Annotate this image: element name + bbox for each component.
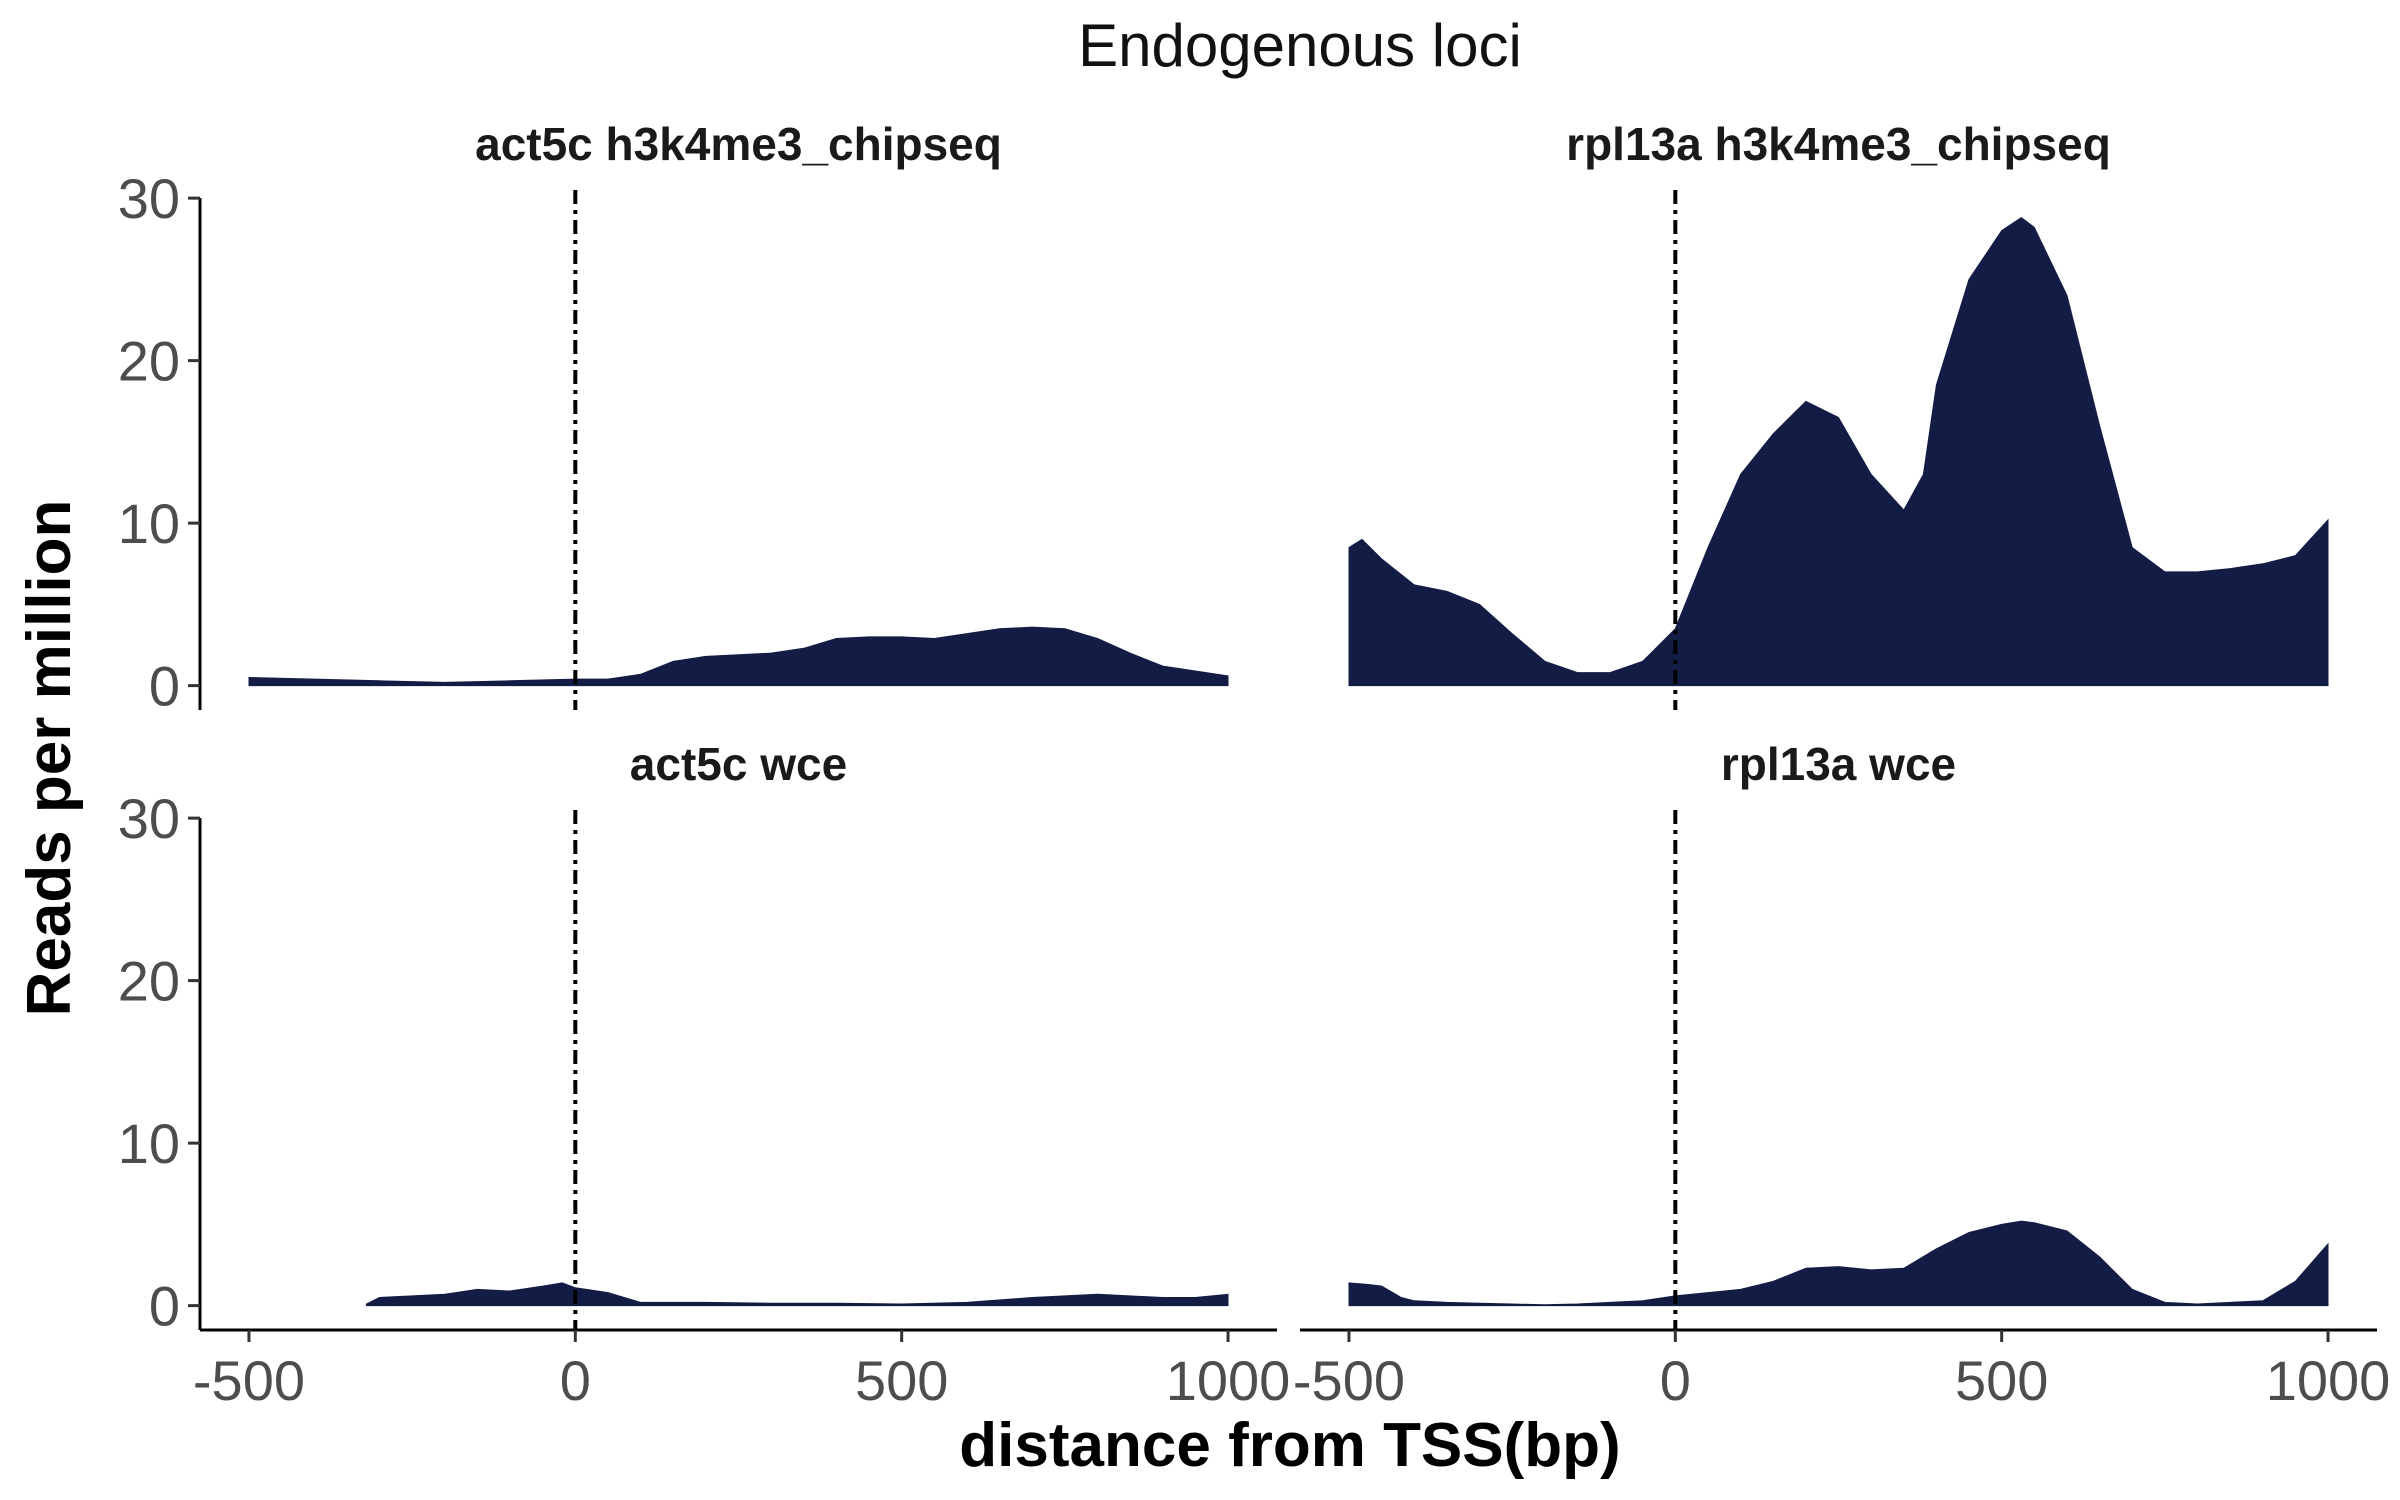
x-axis-title: distance from TSS(bp) bbox=[959, 1411, 1620, 1480]
y-axis-title: Reads per million bbox=[15, 500, 84, 1017]
chart-title: Endogenous loci bbox=[1078, 12, 1522, 79]
y-tick-label: 0 bbox=[149, 1275, 180, 1338]
coverage-area bbox=[365, 1282, 1229, 1307]
x-tick-label: 0 bbox=[560, 1349, 591, 1412]
facet-strip-label: act5c wce bbox=[630, 738, 847, 790]
facet-panels: act5c h3k4me3_chipseq 0 10 20 30 rpl13a h3k4m… bbox=[118, 118, 2391, 1412]
y-tick-label: 20 bbox=[118, 330, 180, 393]
facet-strip-label: rpl13a h3k4me3_chipseq bbox=[1566, 118, 2111, 170]
y-tick-label: 20 bbox=[118, 950, 180, 1013]
x-tick-label: 500 bbox=[855, 1349, 948, 1412]
y-tick-label: 10 bbox=[118, 492, 180, 555]
facet-panel: act5c h3k4me3_chipseq 0 10 20 30 bbox=[118, 118, 1229, 718]
facet-strip-label: act5c h3k4me3_chipseq bbox=[475, 118, 1002, 170]
coverage-area bbox=[1348, 216, 2329, 687]
facet-panel: rpl13a h3k4me3_chipseq bbox=[1348, 118, 2329, 710]
facet-strip-label: rpl13a wce bbox=[1721, 738, 1956, 790]
x-tick-label: -500 bbox=[1293, 1349, 1405, 1412]
x-tick-label: 0 bbox=[1660, 1349, 1691, 1412]
y-tick-label: 10 bbox=[118, 1112, 180, 1175]
x-tick-label: 500 bbox=[1955, 1349, 2048, 1412]
coverage-area bbox=[1348, 1220, 2329, 1307]
x-tick-label: 1000 bbox=[1166, 1349, 1291, 1412]
facet-panel: rpl13a wce -500 0 500 1000 bbox=[1293, 738, 2390, 1412]
y-tick-label: 30 bbox=[118, 787, 180, 850]
coverage-area bbox=[248, 626, 1229, 687]
y-tick-label: 0 bbox=[149, 655, 180, 718]
x-tick-label: 1000 bbox=[2266, 1349, 2391, 1412]
y-tick-label: 30 bbox=[118, 167, 180, 230]
x-tick-label: -500 bbox=[193, 1349, 305, 1412]
